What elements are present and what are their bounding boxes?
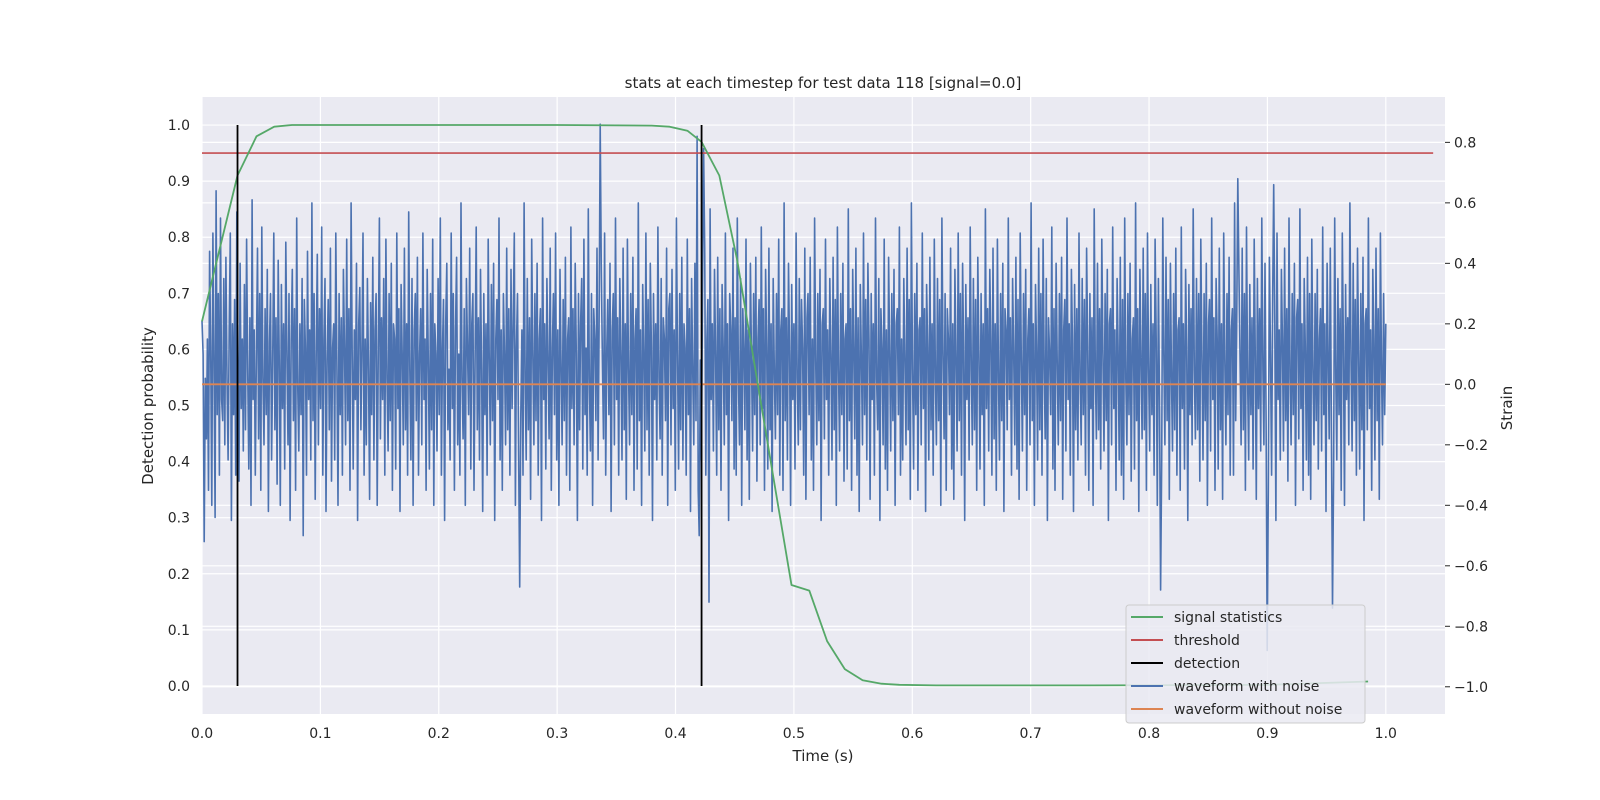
series-signal-statistics	[201, 124, 1369, 687]
legend-label-detection: detection	[1174, 656, 1240, 672]
y-ticks: 0.0 0.1 0.2 0.3 0.4 0.5 0.6 0.7 0.8 0.9 1.0	[168, 118, 190, 695]
y-tick-label: 0.1	[168, 623, 190, 639]
x-tick-label: 0.8	[1138, 726, 1160, 742]
legend-label-waveform-without-noise: waveform without noise	[1174, 702, 1342, 718]
y2-tick-label: −0.8	[1454, 619, 1488, 635]
legend-box	[1125, 604, 1366, 724]
series-waveform-with-noise	[201, 123, 1387, 652]
x-ticks: 0.0 0.1 0.2 0.3 0.4 0.5 0.6 0.7 0.8 0.9 1.0	[191, 726, 1397, 742]
y2-ticks: −1.0 −0.8 −0.6 −0.4 −0.2 0.0 0.2 0.4 0.6 0.8	[1445, 135, 1488, 696]
chart-title: stats at each timestep for test data 118…	[625, 74, 1022, 92]
y2-axis-label: Strain	[1498, 386, 1516, 430]
y-tick-label: 0.2	[168, 567, 190, 583]
x-tick-label: 0.5	[783, 726, 805, 742]
y-tick-label: 0.9	[168, 174, 190, 190]
y2-tick-label: 0.8	[1454, 135, 1476, 151]
x-tick-label: 0.6	[901, 726, 923, 742]
x-tick-label: 0.3	[546, 726, 568, 742]
x-tick-label: 0.1	[309, 726, 331, 742]
y-tick-label: 0.5	[168, 399, 190, 415]
x-tick-label: 1.0	[1375, 726, 1397, 742]
y-tick-label: 0.3	[168, 511, 190, 527]
y-tick-label: 0.0	[168, 679, 190, 695]
series-layer	[201, 123, 1434, 687]
y2-tick-label: 0.2	[1454, 317, 1476, 333]
y-tick-label: 0.6	[168, 342, 190, 358]
x-tick-label: 0.7	[1020, 726, 1042, 742]
y-tick-label: 0.7	[168, 286, 190, 302]
x-tick-label: 0.9	[1256, 726, 1278, 742]
legend-label-threshold: threshold	[1174, 633, 1240, 649]
y-axis-label: Detection probability	[139, 327, 157, 485]
legend-label-waveform-with-noise: waveform with noise	[1174, 679, 1319, 695]
legend: signal statistics threshold detection wa…	[1125, 604, 1366, 724]
legend-label-signal-statistics: signal statistics	[1174, 610, 1282, 626]
x-tick-label: 0.4	[664, 726, 686, 742]
y-tick-label: 0.4	[168, 455, 190, 471]
y2-tick-label: −0.2	[1454, 438, 1488, 454]
y2-tick-label: −0.6	[1454, 559, 1488, 575]
x-axis-label: Time (s)	[792, 747, 854, 765]
y-tick-label: 0.8	[168, 230, 190, 246]
y2-tick-label: 0.6	[1454, 196, 1476, 212]
y2-tick-label: 0.4	[1454, 256, 1476, 272]
y2-tick-label: −0.4	[1454, 498, 1488, 514]
y2-tick-label: 0.0	[1454, 377, 1476, 393]
x-tick-label: 0.0	[191, 726, 213, 742]
x-tick-label: 0.2	[428, 726, 450, 742]
y2-tick-label: −1.0	[1454, 680, 1488, 696]
y-tick-label: 1.0	[168, 118, 190, 134]
